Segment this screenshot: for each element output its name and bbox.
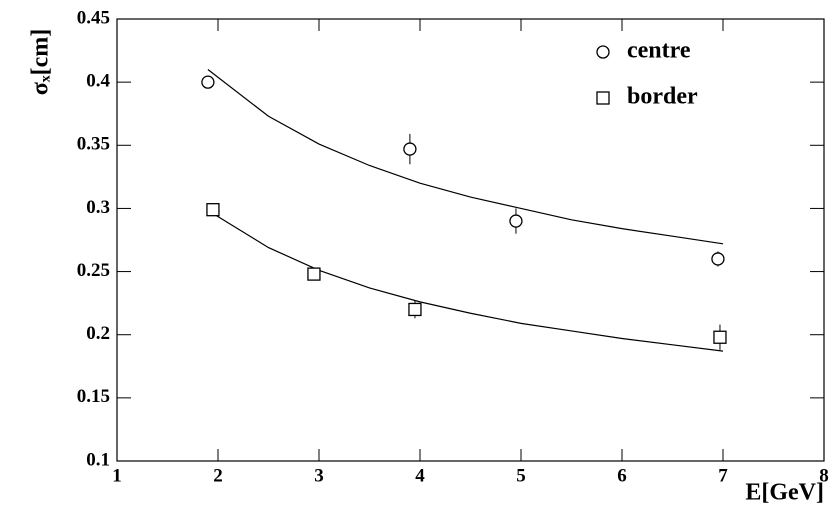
y-axis-label: σₓ[cm]	[28, 29, 54, 96]
y-tick-label: 0.45	[77, 7, 110, 28]
y-tick-label: 0.25	[77, 260, 110, 281]
data-point	[509, 214, 523, 228]
x-tick-label: 6	[617, 465, 627, 486]
fit-curve	[212, 212, 724, 352]
y-tick-label: 0.1	[86, 449, 110, 470]
legend-label: border	[627, 84, 698, 110]
legend-marker	[596, 45, 610, 59]
x-tick-label: 7	[718, 465, 728, 486]
x-tick-label: 5	[516, 465, 526, 486]
x-axis-label: E[GeV]	[745, 480, 824, 506]
data-point	[403, 142, 417, 156]
plot-frame	[116, 18, 825, 462]
data-point	[711, 252, 725, 266]
x-tick-label: 3	[314, 465, 324, 486]
x-tick-label: 1	[112, 465, 122, 486]
legend-marker	[596, 91, 610, 105]
x-tick-label: 8	[819, 465, 829, 486]
fit-curve	[207, 69, 724, 245]
data-point	[408, 302, 422, 317]
y-tick-label: 0.3	[86, 197, 110, 218]
legend-label: centre	[627, 38, 691, 64]
x-tick-label: 4	[415, 465, 425, 486]
data-point	[713, 330, 727, 344]
y-tick-label: 0.4	[86, 71, 110, 92]
data-point	[201, 75, 215, 89]
y-tick-label: 0.35	[77, 134, 110, 155]
y-tick-label: 0.2	[86, 323, 110, 344]
data-point	[307, 267, 321, 281]
x-tick-label: 2	[213, 465, 223, 486]
data-point	[206, 203, 220, 217]
y-tick-label: 0.15	[77, 386, 110, 407]
